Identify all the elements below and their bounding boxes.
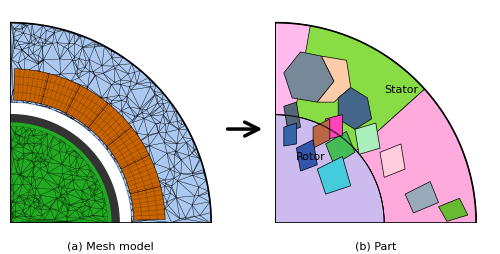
Polygon shape	[284, 53, 334, 103]
Text: (a) Mesh model: (a) Mesh model	[68, 240, 154, 250]
Polygon shape	[296, 140, 318, 171]
Text: Stator: Stator	[384, 84, 418, 94]
Polygon shape	[318, 57, 350, 103]
Text: Rotor: Rotor	[296, 151, 326, 161]
Polygon shape	[356, 90, 476, 224]
Polygon shape	[438, 199, 468, 221]
Polygon shape	[106, 126, 150, 169]
Polygon shape	[10, 24, 211, 224]
Text: (b) Part: (b) Part	[355, 240, 397, 250]
Polygon shape	[355, 123, 380, 155]
Polygon shape	[326, 115, 342, 140]
Polygon shape	[87, 103, 132, 147]
Polygon shape	[284, 103, 300, 132]
Polygon shape	[10, 123, 111, 224]
Polygon shape	[338, 88, 372, 130]
Polygon shape	[405, 182, 438, 213]
Polygon shape	[276, 24, 310, 117]
Polygon shape	[276, 24, 424, 151]
Polygon shape	[284, 123, 296, 147]
Polygon shape	[40, 74, 80, 114]
Polygon shape	[313, 119, 330, 149]
Polygon shape	[318, 157, 350, 194]
Polygon shape	[380, 144, 405, 178]
Polygon shape	[14, 69, 49, 105]
Polygon shape	[65, 85, 108, 128]
Polygon shape	[326, 132, 355, 165]
Polygon shape	[276, 115, 384, 224]
Polygon shape	[130, 185, 165, 220]
Polygon shape	[120, 154, 160, 194]
Polygon shape	[10, 115, 119, 224]
